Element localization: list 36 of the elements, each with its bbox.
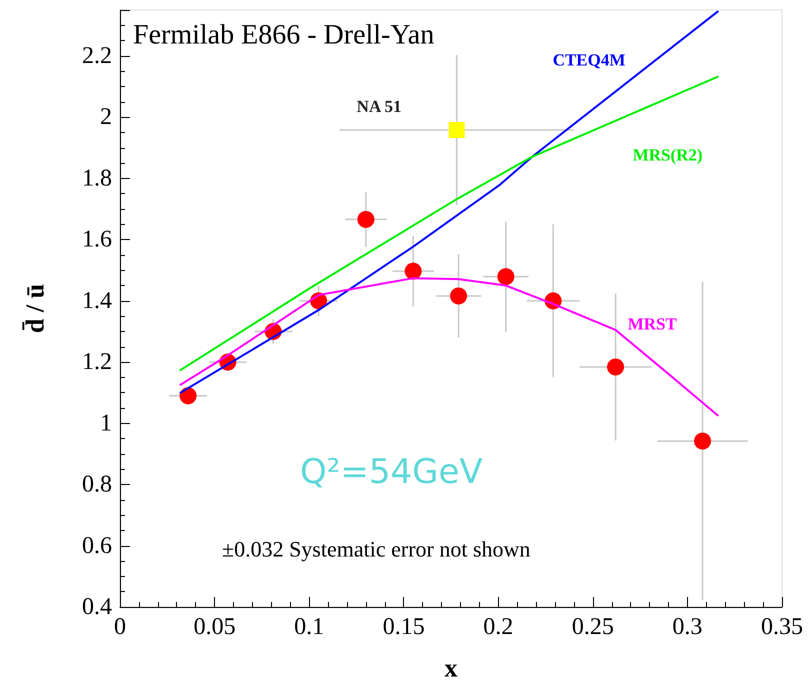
y-tick-label: 1.4 — [82, 288, 112, 314]
point — [450, 287, 468, 304]
y-tick-label: 1.6 — [82, 226, 112, 253]
x-tick-label: 0.25 — [572, 614, 614, 640]
line-series — [180, 76, 719, 372]
y-tick-label: 2 — [100, 104, 112, 130]
x-tick-label: 0.15 — [382, 614, 425, 640]
point — [497, 268, 514, 286]
y-tick-label: 0.8 — [82, 472, 112, 498]
point — [180, 387, 197, 404]
x-tick-label: 0 — [114, 614, 126, 640]
y-tick-label: 0.4 — [82, 594, 112, 620]
series-label: CTEQ4M — [552, 50, 626, 70]
point — [357, 210, 374, 228]
text: NA 51 — [356, 97, 402, 116]
point — [404, 262, 422, 280]
x-tick-label: 0.05 — [194, 614, 236, 640]
x-tick-label: 0.1 — [294, 614, 324, 640]
series-label: MRS(R2) — [632, 146, 703, 165]
point — [607, 358, 624, 376]
y-tick-label: 1.8 — [82, 165, 112, 192]
series-label: MRST — [628, 314, 678, 334]
point — [448, 122, 465, 138]
x-tick-label: 0.3 — [672, 614, 702, 640]
annotation: Q²=54GeV — [300, 452, 483, 492]
annotation: ±0.032 Systematic error not shown — [222, 536, 530, 562]
y-axis-title: d̄ / ū — [20, 284, 50, 334]
y-tick-label: 1.2 — [82, 349, 112, 376]
x-axis-title: x — [444, 654, 458, 682]
x-tick-label: 0.35 — [761, 614, 803, 640]
y-tick-label: 2.2 — [82, 42, 112, 69]
y-tick-label: 1 — [100, 410, 112, 436]
chart-title: Fermilab E866 - Drell-Yan — [133, 20, 434, 50]
x-tick-label: 0.2 — [483, 614, 514, 640]
point — [694, 432, 712, 450]
y-tick-label: 0.6 — [82, 532, 112, 559]
